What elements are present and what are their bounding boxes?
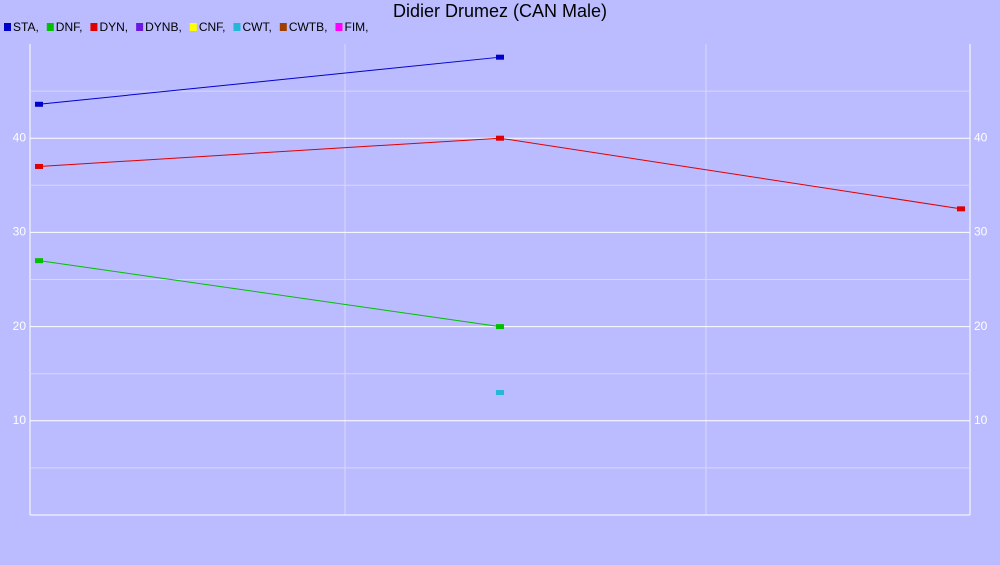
legend-swatch [4, 23, 11, 31]
legend-label: DYNB, [145, 20, 182, 34]
legend-label: CWTB, [289, 20, 328, 34]
point [957, 206, 965, 212]
legend-swatch [189, 23, 197, 31]
series-line [38, 56, 501, 105]
point [496, 54, 504, 60]
legend-swatch [90, 23, 98, 31]
legend-label: CWT, [242, 20, 271, 34]
point [35, 101, 43, 107]
y-tick-label: 20 [13, 319, 27, 333]
point [35, 258, 43, 264]
y-tick-label: 30 [13, 225, 27, 239]
legend-label: FIM, [344, 20, 368, 34]
legend-swatch [335, 23, 343, 31]
point [35, 163, 43, 169]
legend-label: STA, [13, 20, 39, 34]
legend-swatch [279, 23, 287, 31]
legend-swatch [233, 23, 241, 31]
legend-label: CNF, [199, 20, 226, 34]
series-line [38, 260, 501, 328]
legend-swatch [46, 23, 54, 31]
point [496, 135, 504, 141]
y-tick-label: 10 [13, 413, 27, 427]
legend-label: DYN, [99, 20, 128, 34]
y-tick-label-right: 20 [974, 319, 988, 333]
point [496, 390, 504, 396]
legend-label: DNF, [56, 20, 83, 34]
y-tick-label-right: 30 [974, 225, 988, 239]
legend-swatch [136, 23, 144, 31]
y-tick-label: 40 [13, 130, 27, 144]
point [496, 324, 504, 330]
y-tick-label-right: 40 [974, 130, 988, 144]
y-tick-label-right: 10 [974, 413, 988, 427]
chart-title: Didier Drumez (CAN Male) [393, 1, 607, 21]
